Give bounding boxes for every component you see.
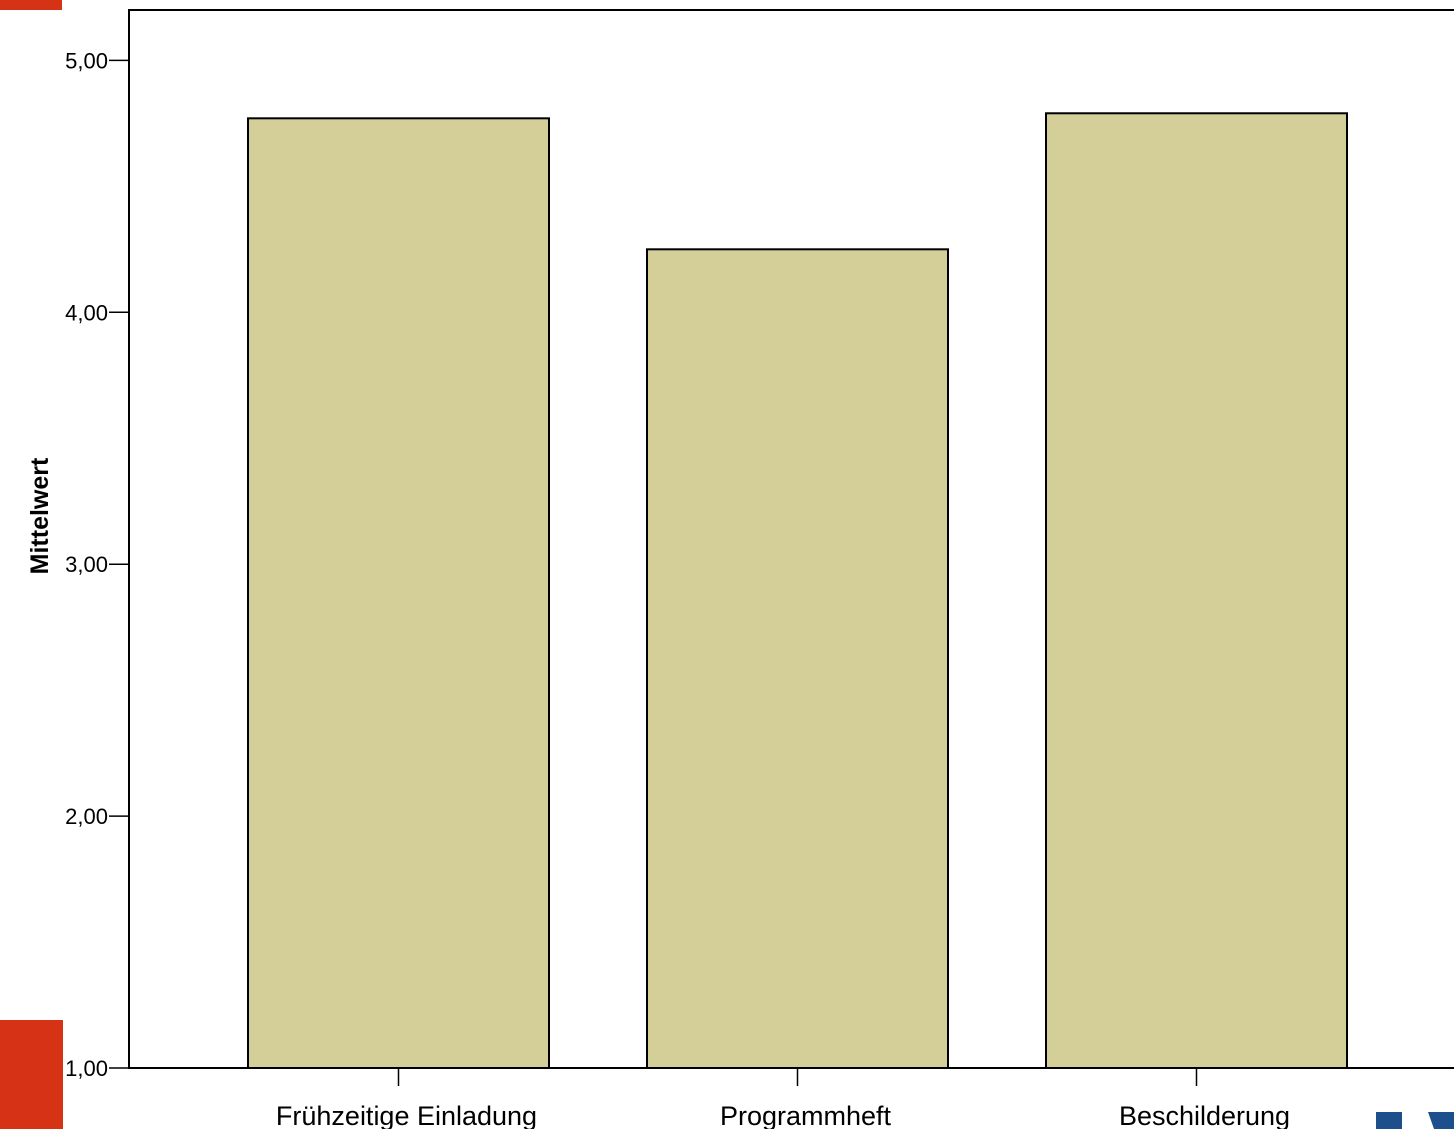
- x-category-label: Frühzeitige Einladung: [276, 1101, 537, 1129]
- logo-fragment: [1376, 1112, 1454, 1129]
- bar: [1045, 112, 1348, 1070]
- x-category-label: Programmheft: [720, 1101, 892, 1129]
- x-axis: Frühzeitige Einladung Programmheft Beschil…: [129, 1067, 1454, 1129]
- y-tick-label: 5,00: [65, 48, 108, 73]
- bar: [247, 117, 550, 1070]
- y-axis-title: Mittelwert: [26, 457, 54, 574]
- bars-group: [247, 112, 1348, 1070]
- y-axis: 1,00 2,00 3,00 4,00 5,00: [65, 48, 129, 1081]
- y-tick-label: 4,00: [65, 300, 108, 325]
- y-tick-label: 3,00: [65, 552, 108, 577]
- y-tick-label: 1,00: [65, 1056, 108, 1081]
- y-tick-label: 2,00: [65, 804, 108, 829]
- bar: [646, 248, 949, 1070]
- accent-block-top: [0, 0, 62, 10]
- x-category-label: Beschilderung: [1119, 1101, 1290, 1129]
- accent-block-bottom: [0, 1020, 63, 1129]
